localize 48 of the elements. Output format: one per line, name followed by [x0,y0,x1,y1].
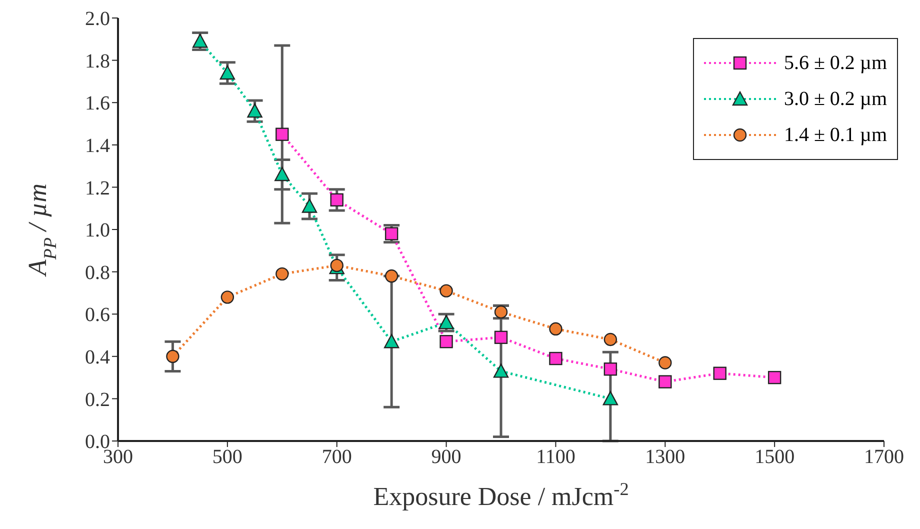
point [438,314,454,330]
point [384,334,400,348]
point [658,356,672,370]
legend-label: 3.0 ± 0.2 µm [784,88,887,110]
y-tick-label: 1.4 [85,135,110,157]
point [302,198,318,213]
y-tick-label: 1.6 [85,92,110,115]
x-axis-title: Exposure Dose / mJcm$^{-2}$ [373,479,629,511]
x-tick-label: 1300 [645,446,686,468]
y-tick-label: 0.2 [85,388,110,411]
x-tick-label: 700 [322,446,352,468]
point [274,166,290,182]
point [768,370,782,384]
legend-label: 5.6 ± 0.2 µm [784,52,887,74]
legend-label: 1.4 ± 0.1 µm [784,124,887,146]
point [220,290,234,304]
y-tick-label: 2.0 [85,8,110,30]
point [604,332,618,346]
point [276,267,289,281]
point [384,269,398,283]
point [494,330,508,344]
point [220,65,236,80]
point [658,375,672,388]
point [713,366,726,380]
y-tick-label: 1.2 [85,177,110,200]
x-tick-label: 1100 [536,446,576,468]
point [602,391,618,406]
y-tick-label: 1.8 [85,50,110,72]
point [493,364,509,378]
point [549,322,562,336]
point [549,352,562,366]
x-tick-label: 1500 [754,446,795,468]
x-tick-label: 900 [431,446,462,468]
point [247,103,262,118]
point [440,284,453,298]
point [276,128,289,141]
point [166,350,180,363]
point [384,227,398,240]
y-tick-label: 0.4 [85,346,110,368]
x-tick-label: 500 [212,446,242,468]
point [440,334,453,348]
y-tick-label: 0.6 [85,304,110,326]
point [192,34,208,48]
point [604,362,618,376]
y-tick-label: 1.0 [85,220,110,242]
point [330,193,344,206]
y-tick-label: 0.8 [85,262,110,284]
x-tick-label: 1700 [864,446,904,468]
